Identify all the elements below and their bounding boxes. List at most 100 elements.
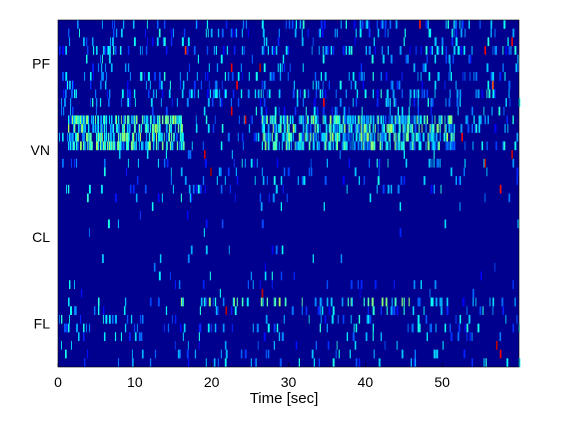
heatmap-cell — [363, 141, 366, 151]
heatmap-cell — [220, 349, 222, 359]
heatmap-cell — [429, 46, 432, 55]
heatmap-cell — [294, 141, 296, 151]
heatmap-cell — [319, 28, 321, 38]
heatmap-cell — [250, 358, 252, 368]
heatmap-cell — [205, 115, 208, 125]
heatmap-cell — [85, 54, 88, 64]
heatmap-cell — [85, 132, 88, 142]
heatmap-cell — [267, 46, 269, 55]
heatmap-cell — [453, 141, 456, 151]
heatmap-cell — [400, 115, 403, 125]
heatmap-cell — [99, 132, 101, 142]
heatmap-cell — [313, 141, 315, 151]
heatmap-cell — [398, 141, 401, 151]
heatmap-cell — [179, 323, 182, 333]
heatmap-cell — [372, 332, 374, 342]
heatmap-cell — [115, 115, 118, 125]
heatmap-cell — [271, 115, 273, 125]
heatmap-cell — [220, 98, 223, 107]
heatmap-cell — [374, 280, 377, 289]
heatmap-cell — [459, 176, 462, 185]
heatmap-cell — [413, 63, 416, 73]
heatmap-cell — [190, 245, 193, 255]
heatmap-cell — [389, 141, 391, 151]
heatmap-cell — [103, 167, 106, 177]
heatmap-cell — [425, 20, 428, 29]
heatmap-cell — [194, 349, 197, 359]
heatmap-cell — [145, 141, 148, 151]
heatmap-cell — [230, 28, 232, 38]
heatmap-cell — [369, 132, 372, 142]
heatmap-cell — [157, 124, 159, 133]
heatmap-cell — [348, 115, 350, 125]
heatmap-cell — [363, 124, 366, 133]
heatmap-cell — [65, 80, 68, 90]
heatmap-cell — [137, 124, 140, 133]
heatmap-cell — [76, 20, 79, 29]
heatmap-cell — [263, 80, 266, 90]
heatmap-cell — [332, 124, 335, 133]
heatmap-cell — [161, 141, 164, 151]
heatmap-cell — [413, 141, 416, 151]
heatmap-cell — [61, 314, 63, 324]
heatmap-cell — [246, 297, 249, 307]
heatmap-cell — [98, 132, 101, 142]
heatmap-cell — [188, 63, 190, 73]
heatmap-cell — [437, 72, 440, 81]
heatmap-cell — [504, 72, 506, 81]
heatmap-cell — [67, 297, 70, 307]
heatmap-cell — [290, 141, 292, 151]
heatmap-cell — [102, 141, 105, 151]
heatmap-cell — [382, 115, 384, 125]
heatmap-cell — [455, 314, 457, 324]
heatmap-cell — [104, 80, 107, 90]
heatmap-cell — [407, 124, 410, 133]
heatmap-cell — [106, 46, 109, 55]
heatmap-cell — [351, 297, 353, 307]
heatmap-cell — [114, 46, 117, 55]
heatmap-cell — [388, 132, 391, 142]
heatmap-cell — [213, 46, 216, 55]
heatmap-cell — [110, 124, 113, 133]
heatmap-cell — [267, 323, 270, 333]
heatmap-cell — [266, 115, 268, 125]
heatmap-cell — [429, 323, 431, 333]
heatmap-cell — [514, 141, 517, 151]
heatmap-cell — [310, 158, 312, 168]
heatmap-cell — [126, 314, 129, 324]
heatmap-cell — [268, 193, 270, 203]
heatmap-cell — [69, 306, 72, 316]
heatmap-cell — [405, 54, 408, 64]
heatmap-cell — [394, 115, 397, 125]
heatmap-cell — [135, 193, 138, 203]
heatmap-cell — [132, 20, 135, 29]
heatmap-cell — [121, 124, 123, 133]
heatmap-cell — [347, 297, 349, 307]
heatmap-cell — [242, 141, 244, 151]
heatmap-cell — [91, 115, 93, 125]
heatmap-cell — [430, 98, 432, 107]
heatmap-cell — [230, 63, 233, 73]
heatmap-cell — [355, 132, 358, 142]
heatmap-cell — [344, 124, 346, 133]
heatmap-cell — [356, 132, 358, 142]
heatmap-cell — [369, 46, 371, 55]
heatmap-cell — [86, 115, 88, 125]
heatmap-cell — [195, 184, 198, 194]
heatmap-cell — [181, 132, 184, 142]
heatmap-cell — [473, 115, 475, 125]
heatmap-cell — [286, 141, 289, 151]
heatmap-cell — [72, 141, 75, 151]
heatmap-cell — [95, 106, 97, 116]
heatmap-cell — [83, 141, 86, 151]
heatmap-cell — [366, 132, 369, 142]
heatmap-cell — [165, 106, 168, 116]
heatmap-cell — [324, 72, 327, 81]
heatmap-cell — [492, 297, 495, 307]
heatmap-cell — [285, 132, 287, 142]
heatmap-cell — [316, 106, 319, 116]
heatmap-cell — [477, 323, 480, 333]
heatmap-cell — [100, 72, 102, 81]
x-axis-ticks: 0 10 20 30 40 50 — [54, 363, 450, 390]
heatmap-cell — [261, 46, 264, 55]
